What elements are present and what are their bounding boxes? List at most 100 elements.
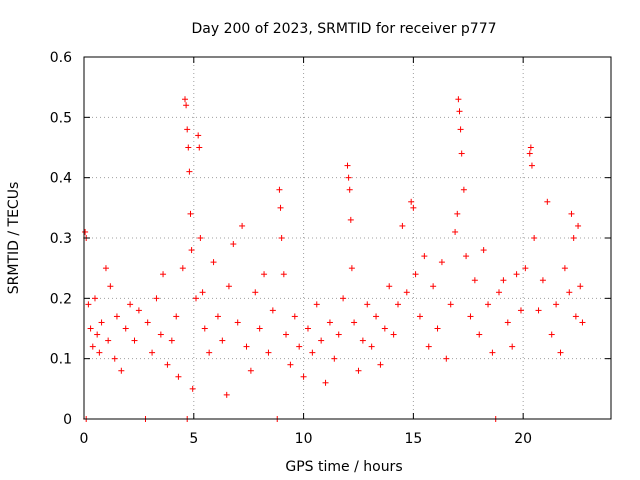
data-point	[185, 144, 192, 151]
data-point	[340, 295, 347, 302]
data-point	[309, 349, 316, 356]
data-point	[113, 313, 120, 320]
data-point	[153, 295, 160, 302]
data-point	[403, 289, 410, 296]
data-point	[460, 186, 467, 193]
y-tick-label: 0.2	[50, 291, 72, 307]
data-point	[434, 325, 441, 332]
data-point	[118, 367, 125, 374]
data-point	[183, 102, 190, 109]
data-points	[82, 96, 586, 422]
data-point	[485, 301, 492, 308]
data-point	[517, 307, 524, 314]
data-point	[457, 126, 464, 133]
data-point	[219, 337, 226, 344]
data-point	[230, 241, 237, 248]
x-tick-label: 10	[295, 431, 313, 447]
data-point	[395, 301, 402, 308]
data-point	[458, 150, 465, 157]
data-point	[522, 265, 529, 272]
data-point	[234, 319, 241, 326]
data-point	[87, 325, 94, 332]
data-point	[557, 349, 564, 356]
data-point	[527, 144, 534, 151]
data-point	[408, 198, 415, 205]
data-point	[579, 319, 586, 326]
data-point	[210, 259, 217, 266]
data-point	[243, 343, 250, 350]
data-point	[471, 277, 478, 284]
data-point	[346, 186, 353, 193]
data-point	[335, 331, 342, 338]
data-point	[89, 343, 96, 350]
data-point	[186, 168, 193, 175]
data-point	[247, 367, 254, 374]
x-tick-label: 20	[514, 431, 532, 447]
data-point	[160, 271, 167, 278]
data-point	[214, 313, 221, 320]
data-point	[447, 301, 454, 308]
data-point	[280, 271, 287, 278]
data-point	[149, 349, 156, 356]
data-point	[331, 355, 338, 362]
data-point	[373, 313, 380, 320]
data-point	[304, 325, 311, 332]
data-point	[283, 331, 290, 338]
data-point	[489, 349, 496, 356]
data-point	[566, 289, 573, 296]
data-point	[157, 331, 164, 338]
data-point	[348, 265, 355, 272]
data-point	[456, 108, 463, 115]
data-point	[96, 349, 103, 356]
data-point	[107, 283, 114, 290]
y-axis-label: SRMTID / TECUs	[6, 182, 22, 295]
data-point	[421, 253, 428, 260]
data-point	[539, 277, 546, 284]
data-point	[256, 325, 263, 332]
data-point	[199, 289, 206, 296]
data-point	[313, 301, 320, 308]
x-tick-label: 15	[404, 431, 422, 447]
data-point	[300, 373, 307, 380]
data-point	[164, 361, 171, 368]
data-point	[189, 385, 196, 392]
data-point	[94, 331, 101, 338]
data-point	[261, 271, 268, 278]
data-point	[438, 259, 445, 266]
data-point	[287, 361, 294, 368]
data-point	[206, 349, 213, 356]
y-tick-label: 0.4	[50, 171, 72, 187]
data-point	[570, 235, 577, 241]
data-point	[359, 337, 366, 344]
data-point	[548, 331, 555, 338]
data-point	[252, 289, 259, 296]
y-tick-label: 0.6	[50, 50, 72, 66]
data-point	[513, 271, 520, 278]
data-point	[568, 210, 575, 217]
data-point	[173, 313, 180, 320]
data-point	[265, 349, 272, 356]
data-point	[500, 277, 507, 284]
data-point	[425, 343, 432, 350]
data-point	[544, 198, 551, 205]
data-point	[377, 361, 384, 368]
data-point	[326, 319, 333, 326]
data-point	[196, 144, 203, 151]
data-point	[410, 204, 417, 211]
data-point	[455, 96, 462, 103]
data-point	[463, 253, 470, 260]
data-point	[572, 313, 579, 320]
data-point	[399, 222, 406, 229]
data-point	[504, 319, 511, 326]
data-point	[577, 283, 584, 290]
gridlines	[84, 57, 611, 419]
data-point	[175, 373, 182, 380]
data-point	[344, 162, 351, 169]
data-point	[443, 355, 450, 362]
data-point	[127, 301, 134, 308]
data-point	[122, 325, 129, 332]
data-point	[345, 174, 352, 181]
data-point	[135, 307, 142, 314]
data-point	[82, 228, 89, 235]
